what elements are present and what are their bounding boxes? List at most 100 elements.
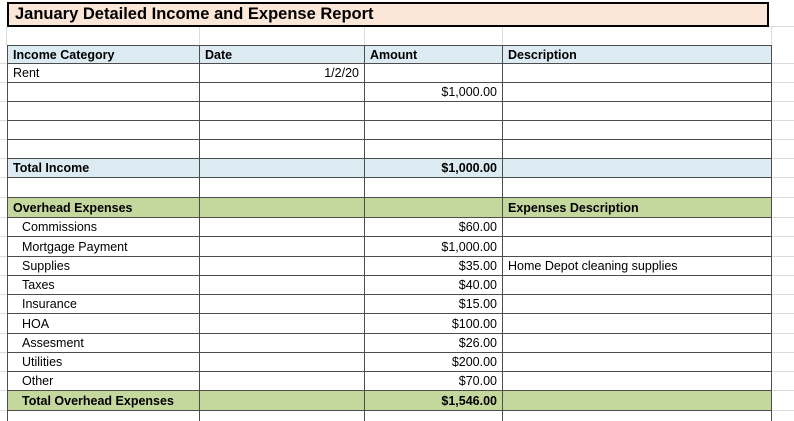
empty-cell[interactable] — [503, 64, 772, 83]
cell-expense-amount[interactable]: $200.00 — [365, 353, 503, 372]
cell-expense-amount[interactable]: $15.00 — [365, 295, 503, 314]
cell-description-header[interactable]: Description — [503, 45, 772, 64]
gridline-gutter-left — [0, 45, 7, 64]
empty-cell[interactable] — [503, 411, 772, 421]
empty-cell[interactable] — [200, 295, 365, 314]
gridline-gutter-right — [772, 64, 794, 83]
gridline-gutter-right — [772, 121, 794, 140]
cell-total-overhead-label[interactable]: Total Overhead Expenses — [7, 391, 200, 411]
empty-cell[interactable] — [200, 237, 365, 257]
cell-amount-header[interactable]: Amount — [365, 45, 503, 64]
cell-income-date[interactable]: 1/2/20 — [200, 64, 365, 83]
gridline-gutter-left — [0, 102, 7, 121]
empty-cell[interactable] — [365, 140, 503, 159]
gridline-gutter-left — [0, 276, 7, 295]
cell-date-header[interactable]: Date — [200, 45, 365, 64]
cell-expense-name[interactable]: HOA — [7, 314, 200, 334]
gridline-gutter-left — [0, 198, 7, 218]
gridline-gutter-right — [772, 198, 794, 218]
empty-cell[interactable] — [365, 121, 503, 140]
cell-expense-name[interactable]: Mortgage Payment — [7, 237, 200, 257]
cell-overhead-expenses-header[interactable]: Overhead Expenses — [7, 198, 200, 218]
empty-cell[interactable] — [200, 27, 365, 45]
total-expenses-row: Total Overhead Expenses $1,546.00 — [0, 391, 794, 411]
empty-cell[interactable] — [200, 102, 365, 121]
expense-row: Taxes $40.00 — [0, 276, 794, 295]
empty-cell[interactable] — [503, 178, 772, 198]
cell-income-category[interactable]: Rent — [7, 64, 200, 83]
empty-cell[interactable] — [200, 391, 365, 411]
gridline-gutter-right — [772, 218, 794, 237]
cell-total-overhead-amount[interactable]: $1,546.00 — [365, 391, 503, 411]
empty-cell[interactable] — [365, 178, 503, 198]
empty-cell[interactable] — [503, 140, 772, 159]
empty-cell[interactable] — [503, 102, 772, 121]
empty-cell[interactable] — [503, 83, 772, 102]
cell-income-category-header[interactable]: Income Category — [7, 45, 200, 64]
cell-expense-name[interactable]: Taxes — [7, 276, 200, 295]
cell-income-amount[interactable]: $1,000.00 — [365, 83, 503, 102]
cell-expense-name[interactable]: Utilities — [7, 353, 200, 372]
cell-total-income-label[interactable]: Total Income — [7, 159, 200, 178]
empty-cell[interactable] — [200, 411, 365, 421]
report-title-cell[interactable]: January Detailed Income and Expense Repo… — [7, 2, 769, 27]
empty-cell[interactable] — [7, 27, 200, 45]
cell-expense-name[interactable]: Other — [7, 372, 200, 391]
empty-cell[interactable] — [503, 27, 772, 45]
empty-cell[interactable] — [200, 178, 365, 198]
empty-cell[interactable] — [7, 83, 200, 102]
empty-cell[interactable] — [200, 140, 365, 159]
gridline-gutter-left — [0, 121, 7, 140]
cell-expense-description[interactable] — [503, 276, 772, 295]
empty-cell[interactable] — [200, 198, 365, 218]
cell-expense-amount[interactable]: $60.00 — [365, 218, 503, 237]
empty-cell[interactable] — [503, 391, 772, 411]
empty-cell[interactable] — [365, 64, 503, 83]
cell-expense-amount[interactable]: $35.00 — [365, 257, 503, 276]
cell-expense-amount[interactable]: $1,000.00 — [365, 237, 503, 257]
blank-row — [0, 411, 794, 421]
empty-cell[interactable] — [200, 314, 365, 334]
cell-expense-description[interactable] — [503, 334, 772, 353]
empty-cell[interactable] — [200, 159, 365, 178]
empty-cell[interactable] — [200, 276, 365, 295]
cell-expense-description[interactable] — [503, 314, 772, 334]
cell-expense-amount[interactable]: $100.00 — [365, 314, 503, 334]
gridline-gutter-left — [0, 295, 7, 314]
empty-cell[interactable] — [200, 121, 365, 140]
cell-expense-amount[interactable]: $40.00 — [365, 276, 503, 295]
cell-expense-description[interactable] — [503, 372, 772, 391]
cell-total-income-amount[interactable]: $1,000.00 — [365, 159, 503, 178]
empty-cell[interactable] — [7, 140, 200, 159]
cell-expense-name[interactable]: Insurance — [7, 295, 200, 314]
empty-cell[interactable] — [7, 411, 200, 421]
empty-cell[interactable] — [7, 178, 200, 198]
cell-expenses-description-header[interactable]: Expenses Description — [503, 198, 772, 218]
empty-cell[interactable] — [365, 102, 503, 121]
cell-expense-description[interactable] — [503, 353, 772, 372]
empty-cell[interactable] — [200, 372, 365, 391]
empty-cell[interactable] — [503, 121, 772, 140]
empty-cell[interactable] — [7, 102, 200, 121]
empty-cell[interactable] — [503, 159, 772, 178]
empty-cell[interactable] — [200, 334, 365, 353]
cell-expense-description[interactable] — [503, 237, 772, 257]
empty-cell[interactable] — [200, 257, 365, 276]
cell-expense-description[interactable] — [503, 295, 772, 314]
empty-cell[interactable] — [200, 353, 365, 372]
cell-expense-description[interactable]: Home Depot cleaning supplies — [503, 257, 772, 276]
empty-cell[interactable] — [365, 27, 503, 45]
cell-expense-name[interactable]: Assesment — [7, 334, 200, 353]
cell-expense-name[interactable]: Commissions — [7, 218, 200, 237]
gridline-gutter-right — [772, 237, 794, 257]
cell-expense-description[interactable] — [503, 218, 772, 237]
empty-cell[interactable] — [200, 83, 365, 102]
empty-cell[interactable] — [7, 121, 200, 140]
empty-cell[interactable] — [365, 198, 503, 218]
cell-expense-name[interactable]: Supplies — [7, 257, 200, 276]
cell-expense-amount[interactable]: $26.00 — [365, 334, 503, 353]
empty-cell[interactable] — [365, 411, 503, 421]
cell-expense-amount[interactable]: $70.00 — [365, 372, 503, 391]
empty-cell[interactable] — [200, 218, 365, 237]
